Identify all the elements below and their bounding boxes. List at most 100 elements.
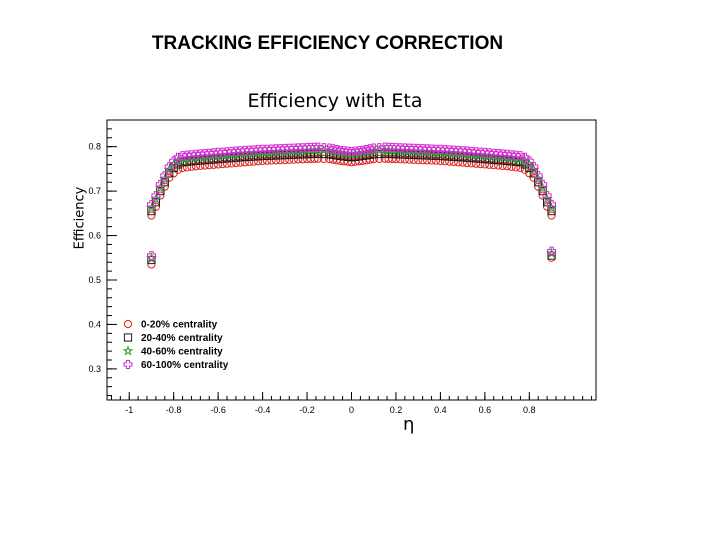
- legend-entry: 40-60% centrality: [141, 347, 223, 358]
- data-point: [538, 179, 548, 189]
- slide-title: TRACKING EFFICIENCY CORRECTION: [151, 33, 504, 54]
- series-open-circle: [147, 154, 556, 269]
- data-point: [409, 150, 418, 160]
- data-point: [440, 152, 449, 161]
- data-point: [222, 154, 232, 163]
- data-point: [436, 156, 445, 165]
- data-point: [494, 161, 503, 170]
- data-point: [205, 155, 214, 164]
- data-point: [471, 159, 481, 168]
- data-point: [547, 246, 556, 256]
- data-point: [485, 160, 494, 169]
- data-point: [467, 159, 476, 168]
- x-tick-label: 0.6: [479, 405, 492, 415]
- data-point: [529, 162, 539, 172]
- data-point: [454, 152, 463, 162]
- data-point: [147, 199, 156, 209]
- data-point: [396, 155, 405, 164]
- data-point: [187, 157, 196, 166]
- data-point: [507, 157, 516, 166]
- data-point: [498, 161, 507, 170]
- data-point: [150, 193, 162, 204]
- data-point: [365, 144, 375, 154]
- data-point: [445, 152, 454, 161]
- data-point: [511, 157, 521, 166]
- data-point: [547, 207, 556, 216]
- data-point: [123, 360, 133, 369]
- data-point: [147, 211, 156, 220]
- y-tick-label: 0.6: [88, 231, 101, 241]
- data-point: [502, 156, 512, 165]
- data-point: [276, 156, 285, 165]
- data-point: [400, 155, 409, 164]
- legend-entry: 20-40% centrality: [141, 333, 223, 344]
- data-point: [159, 173, 171, 184]
- data-point: [214, 160, 223, 169]
- data-point: [205, 161, 214, 170]
- data-point: [511, 163, 521, 172]
- data-point: [262, 151, 272, 160]
- x-tick-label: -0.6: [210, 405, 226, 415]
- data-point: [258, 156, 267, 165]
- data-point: [160, 171, 170, 181]
- data-point: [276, 151, 285, 160]
- data-point: [147, 255, 156, 265]
- data-point: [146, 202, 157, 213]
- data-point: [480, 160, 489, 169]
- data-point: [358, 145, 368, 155]
- data-point: [409, 155, 418, 164]
- data-point: [182, 157, 192, 166]
- data-point: [218, 159, 227, 169]
- data-point: [546, 202, 558, 213]
- data-point: [289, 150, 298, 159]
- y-tick-label: 0.7: [88, 186, 101, 196]
- data-point: [227, 159, 236, 168]
- data-point: [209, 160, 218, 169]
- data-point: [418, 156, 427, 165]
- x-tick-label: 0.8: [523, 405, 536, 415]
- data-point: [249, 157, 258, 166]
- data-point: [227, 153, 236, 163]
- data-point: [222, 159, 232, 168]
- data-point: [427, 156, 436, 165]
- data-point: [436, 151, 445, 161]
- data-point: [476, 154, 485, 163]
- data-point: [533, 171, 543, 181]
- data-point: [147, 207, 156, 216]
- data-point: [449, 152, 458, 161]
- data-point: [200, 156, 209, 165]
- data-point: [525, 169, 534, 178]
- data-point: [164, 162, 174, 172]
- y-tick-label: 0.8: [88, 142, 101, 152]
- x-tick-label: 0: [349, 405, 354, 415]
- data-point: [218, 154, 227, 163]
- data-point: [173, 152, 183, 162]
- data-point: [462, 153, 472, 162]
- data-point: [254, 152, 263, 161]
- data-point: [122, 345, 134, 356]
- data-point: [467, 153, 476, 163]
- data-point: [214, 155, 223, 164]
- data-point: [547, 211, 556, 220]
- data-point: [431, 151, 441, 160]
- data-point: [196, 161, 205, 170]
- data-point: [267, 156, 276, 165]
- data-point: [458, 153, 467, 162]
- data-point: [422, 151, 432, 160]
- data-point: [405, 155, 414, 164]
- data-point: [494, 156, 503, 165]
- data-point: [196, 156, 205, 165]
- data-point: [200, 161, 209, 170]
- data-point: [254, 157, 263, 166]
- data-point: [520, 152, 530, 162]
- data-point: [375, 154, 384, 163]
- data-point: [285, 155, 294, 164]
- data-point: [156, 191, 165, 200]
- data-point: [262, 156, 272, 165]
- data-point: [245, 157, 254, 167]
- x-tick-label: -0.2: [299, 405, 315, 415]
- data-point: [405, 150, 414, 159]
- data-point: [271, 156, 281, 165]
- data-point: [240, 158, 249, 167]
- data-point: [191, 156, 201, 165]
